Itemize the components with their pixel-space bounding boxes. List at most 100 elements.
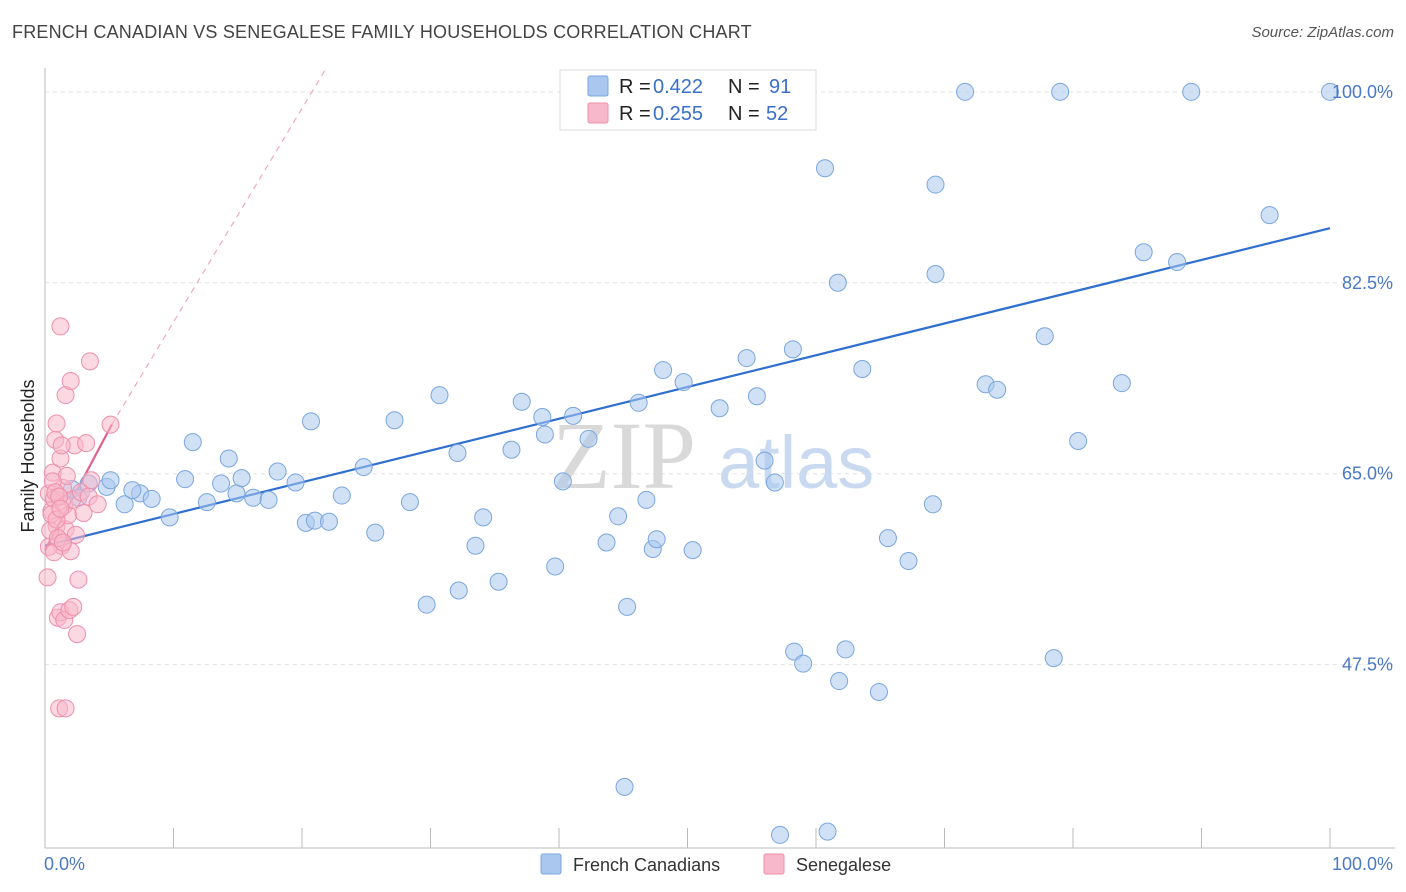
source-label: Source: ZipAtlas.com <box>1251 24 1394 41</box>
point-senegalese-50 <box>51 499 70 518</box>
point-french-canadians-5 <box>101 471 120 490</box>
watermark: ZIP atlas <box>552 402 874 509</box>
legend-n-label-2: N = <box>728 103 760 125</box>
chart-title: FRENCH CANADIAN VS SENEGALESE FAMILY HOU… <box>12 22 752 42</box>
point-senegalese-31 <box>64 597 83 616</box>
x-tick-label-min: 0.0% <box>44 854 85 874</box>
point-french-canadians-84 <box>830 672 849 691</box>
legend-n-value-2: 52 <box>766 103 788 125</box>
point-senegalese-20 <box>77 434 96 453</box>
point-senegalese-23 <box>88 495 107 514</box>
point-french-canadians-62 <box>853 359 872 378</box>
point-french-canadians-25 <box>366 523 385 542</box>
point-french-canadians-15 <box>244 488 263 507</box>
point-senegalese-17 <box>69 570 88 589</box>
point-french-canadians-24 <box>354 458 373 477</box>
point-french-canadians-64 <box>878 529 897 548</box>
point-senegalese-32 <box>68 625 87 644</box>
point-french-canadians-68 <box>956 82 975 101</box>
point-senegalese-24 <box>101 415 120 434</box>
point-senegalese-19 <box>74 504 93 523</box>
point-french-canadians-34 <box>502 440 521 459</box>
bottom-legend: French Canadians Senegalese <box>540 853 891 875</box>
point-french-canadians-26 <box>385 411 404 430</box>
point-french-canadians-52 <box>737 349 756 368</box>
point-french-canadians-55 <box>765 473 784 492</box>
legend-r-label-2: R = <box>619 103 651 125</box>
point-french-canadians-56 <box>783 340 802 359</box>
point-french-canadians-32 <box>474 508 493 527</box>
point-french-canadians-85 <box>926 175 945 194</box>
y-tick-label-3: 47.5% <box>1342 655 1393 675</box>
point-french-canadians-39 <box>564 406 583 425</box>
point-french-canadians-44 <box>629 393 648 412</box>
point-french-canadians-63 <box>869 682 888 701</box>
point-french-canadians-13 <box>227 484 246 503</box>
point-french-canadians-89 <box>219 449 238 468</box>
point-french-canadians-82 <box>771 825 790 844</box>
watermark-atlas: atlas <box>718 421 874 504</box>
y-axis-title: Family Households <box>18 379 38 532</box>
point-french-canadians-42 <box>609 507 628 526</box>
point-senegalese-40 <box>38 568 57 587</box>
point-french-canadians-75 <box>1112 374 1131 393</box>
point-french-canadians-53 <box>747 387 766 406</box>
point-senegalese-39 <box>47 414 66 433</box>
point-french-canadians-38 <box>553 472 572 491</box>
legend-swatch-french-canadians <box>587 75 609 97</box>
point-senegalese-38 <box>52 436 71 455</box>
point-french-canadians-65 <box>899 552 918 571</box>
point-french-canadians-35 <box>512 392 531 411</box>
point-french-canadians-4 <box>115 495 134 514</box>
point-french-canadians-49 <box>674 373 693 392</box>
point-french-canadians-37 <box>546 557 565 576</box>
point-french-canadians-59 <box>815 159 834 178</box>
point-french-canadians-67 <box>926 265 945 284</box>
point-french-canadians-45 <box>637 490 656 509</box>
point-french-canadians-9 <box>176 470 195 489</box>
point-french-canadians-78 <box>1182 82 1201 101</box>
point-french-canadians-31 <box>466 536 485 555</box>
point-french-canadians-76 <box>1134 243 1153 262</box>
point-french-canadians-51 <box>710 399 729 418</box>
point-senegalese-26 <box>56 699 75 718</box>
point-french-canadians-23 <box>332 486 351 505</box>
point-french-canadians-41 <box>597 533 616 552</box>
point-french-canadians-40 <box>579 429 598 448</box>
point-french-canadians-87 <box>448 443 467 462</box>
point-french-canadians-48 <box>654 361 673 380</box>
point-french-canadians-58 <box>794 654 813 673</box>
point-french-canadians-72 <box>1044 649 1063 668</box>
point-french-canadians-61 <box>836 640 855 659</box>
point-french-canadians-57 <box>785 642 804 661</box>
point-french-canadians-66 <box>923 495 942 514</box>
point-french-canadians-30 <box>449 581 468 600</box>
x-tick-labels: 0.0% 100.0% <box>44 854 1393 874</box>
point-french-canadians-79 <box>1260 206 1279 225</box>
point-french-canadians-28 <box>417 595 436 614</box>
bottom-legend-label-french-canadians: French Canadians <box>573 855 720 875</box>
point-french-canadians-22 <box>319 512 338 531</box>
point-french-canadians-29 <box>430 386 449 405</box>
point-french-canadians-20 <box>301 412 320 431</box>
point-french-canadians-90 <box>123 481 142 500</box>
point-senegalese-33 <box>51 317 70 336</box>
point-french-canadians-71 <box>1035 327 1054 346</box>
axes <box>44 68 1395 849</box>
point-french-canadians-27 <box>400 493 419 512</box>
legend-n-value-1: 91 <box>769 76 791 98</box>
bottom-legend-swatch-senegalese <box>763 853 785 875</box>
point-senegalese-22 <box>82 471 101 490</box>
point-french-canadians-11 <box>197 493 216 512</box>
point-senegalese-36 <box>61 371 80 390</box>
point-senegalese-51 <box>53 533 72 552</box>
point-french-canadians-18 <box>286 473 305 492</box>
bottom-legend-label-senegalese: Senegalese <box>796 855 891 875</box>
point-french-canadians-14 <box>232 469 251 488</box>
y-tick-label-2: 65.0% <box>1342 464 1393 484</box>
point-french-canadians-33 <box>489 572 508 591</box>
trend-line-senegalese-extension <box>111 69 326 425</box>
point-french-canadians-74 <box>1069 431 1088 450</box>
point-french-canadians-77 <box>1168 253 1187 272</box>
